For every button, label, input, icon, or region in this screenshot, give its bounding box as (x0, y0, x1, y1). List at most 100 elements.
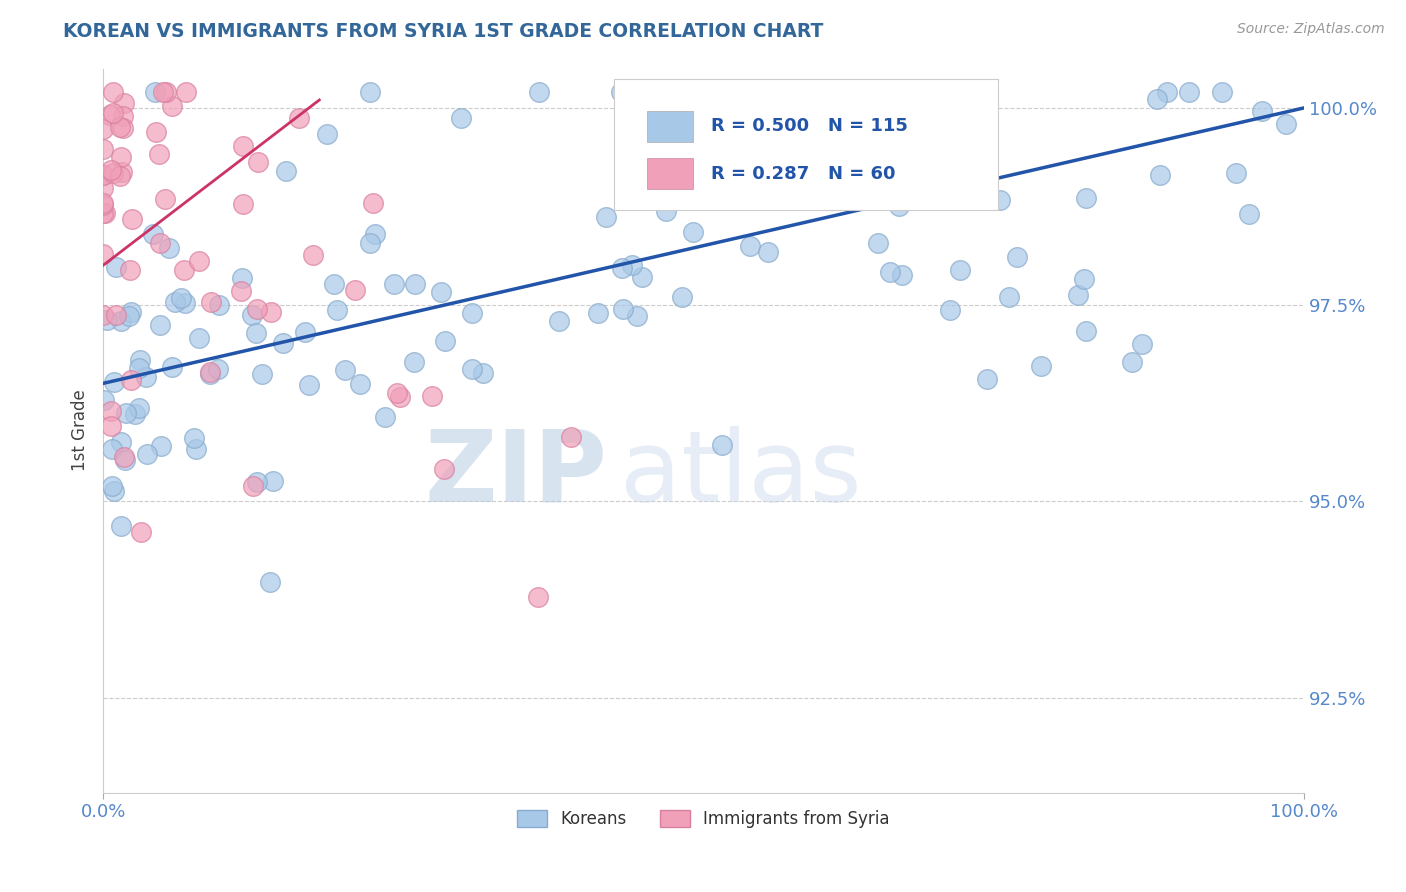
Point (118, 263, 141, 277)
Point (1121, 354, 1143, 368)
Point (949, 263, 972, 277)
Point (1146, 92, 1168, 106)
Text: R = 0.500   N = 115: R = 0.500 N = 115 (711, 118, 908, 136)
Y-axis label: 1st Grade: 1st Grade (72, 390, 89, 472)
Point (316, 127, 339, 141)
Point (891, 268, 914, 283)
Bar (647, 112, 693, 142)
Point (359, 85, 381, 99)
Point (758, 244, 780, 259)
Point (887, 199, 910, 213)
Point (104, 260, 127, 275)
Point (120, 373, 142, 387)
Point (631, 269, 654, 284)
Point (110, 434, 132, 449)
Point (93, 206, 115, 220)
Point (402, 355, 425, 369)
Point (91, 143, 114, 157)
Point (461, 362, 484, 376)
Point (207, 361, 229, 376)
Point (142, 227, 165, 242)
Point (364, 227, 387, 241)
Point (108, 120, 131, 135)
Point (461, 305, 484, 319)
Point (163, 294, 186, 309)
Point (1250, 104, 1272, 119)
Point (114, 406, 136, 420)
Point (135, 369, 157, 384)
Point (112, 96, 135, 111)
Point (610, 260, 633, 275)
Point (120, 305, 142, 319)
Point (91, 247, 114, 261)
Point (148, 235, 170, 250)
Text: ZIP: ZIP (425, 425, 607, 523)
Point (103, 376, 125, 390)
Point (866, 236, 889, 251)
Point (288, 111, 311, 125)
Point (242, 308, 264, 322)
Point (262, 474, 284, 488)
Point (110, 519, 132, 533)
Point (170, 291, 193, 305)
Point (349, 376, 371, 391)
Point (232, 196, 254, 211)
Point (91, 122, 114, 136)
Point (326, 303, 349, 318)
Text: R = 0.287   N = 60: R = 0.287 N = 60 (711, 164, 896, 183)
Point (155, 85, 177, 99)
Point (100, 404, 122, 418)
Text: Source: ZipAtlas.com: Source: ZipAtlas.com (1237, 22, 1385, 37)
Point (246, 475, 269, 489)
Point (1029, 359, 1052, 374)
Point (101, 442, 124, 457)
Point (389, 391, 412, 405)
Point (96, 313, 118, 327)
Point (105, 309, 128, 323)
Point (145, 125, 167, 139)
Point (682, 225, 704, 239)
Point (610, 85, 633, 99)
Point (101, 105, 124, 120)
Point (688, 85, 710, 99)
Point (259, 575, 281, 590)
Point (323, 277, 346, 292)
Point (879, 265, 901, 279)
Point (103, 484, 125, 499)
Point (1073, 272, 1095, 286)
Point (111, 165, 134, 179)
Point (842, 85, 865, 99)
Point (157, 241, 180, 255)
Point (472, 366, 495, 380)
Point (976, 371, 998, 385)
Point (129, 524, 152, 539)
Point (430, 285, 453, 299)
Point (939, 303, 962, 318)
Point (738, 239, 761, 253)
Point (198, 367, 221, 381)
Point (91, 195, 114, 210)
Point (186, 442, 208, 456)
Point (128, 361, 150, 376)
Point (302, 247, 325, 261)
Point (183, 430, 205, 444)
Point (174, 295, 197, 310)
Point (231, 139, 253, 153)
Point (731, 153, 754, 167)
Point (242, 479, 264, 493)
Point (101, 85, 124, 99)
Point (198, 365, 221, 379)
Point (188, 253, 211, 268)
Point (1225, 166, 1247, 180)
Text: KOREAN VS IMMIGRANTS FROM SYRIA 1ST GRADE CORRELATION CHART: KOREAN VS IMMIGRANTS FROM SYRIA 1ST GRAD… (63, 22, 824, 41)
Point (1178, 85, 1201, 99)
Point (626, 310, 648, 324)
Point (98, 107, 121, 121)
Point (150, 439, 173, 453)
Point (91, 181, 114, 195)
Point (188, 331, 211, 345)
Point (433, 334, 456, 348)
Point (707, 150, 730, 164)
Point (276, 164, 298, 178)
Point (382, 277, 405, 292)
